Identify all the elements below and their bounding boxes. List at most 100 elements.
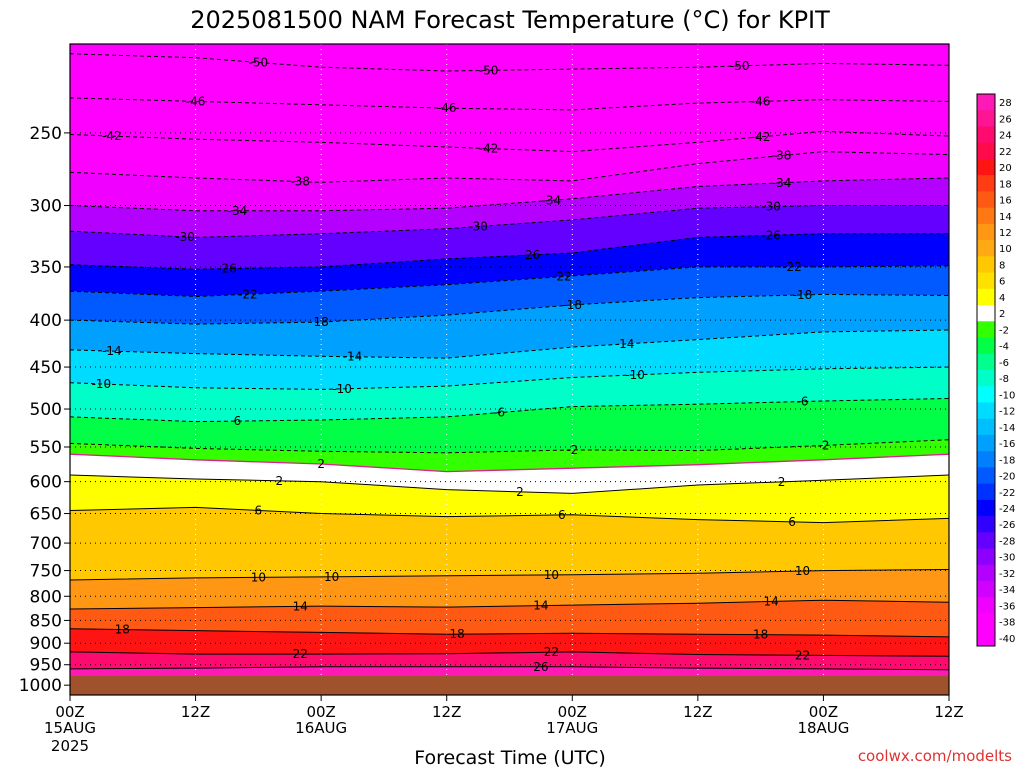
isotherm-label: 18 [450,627,465,641]
isotherm-label: -50 [730,59,750,73]
isotherm-label: 14 [763,594,778,608]
isotherm-label: -22 [782,260,802,274]
colorbar-label: 28 [999,98,1012,109]
colorbar-label: -18 [999,455,1015,466]
time-tick-label: 12Z [683,703,712,721]
isotherm-label: -18 [562,298,582,312]
isotherm-label: -34 [228,204,248,218]
colorbar-label: 22 [999,147,1012,158]
colorbar-label: 24 [999,131,1012,142]
pressure-tick-label: 600 [30,473,62,493]
colorbar-swatch [977,581,995,598]
date-tick-label: 16AUG [295,719,347,737]
isotherm-label: 10 [251,570,266,584]
colorbar-swatch [977,94,995,111]
colorbar-swatch [977,418,995,436]
colorbar-label: -4 [999,342,1009,353]
colorbar-swatch [977,305,995,322]
pressure-tick-label: 700 [30,534,62,554]
colorbar-swatch [977,321,995,338]
colorbar-label: 14 [999,212,1012,223]
isotherm-label: 2 [778,475,786,489]
colorbar-swatch [977,483,995,501]
date-tick-label: 15AUG [44,719,96,737]
isotherm-label: -50 [479,63,499,77]
isotherm-label: -30 [175,230,195,244]
colorbar-swatch [977,207,995,225]
time-tick-label: 12Z [934,703,963,721]
colorbar-label: -22 [999,488,1015,499]
pressure-tick-label: 1000 [19,676,62,696]
pressure-tick-label: 950 [30,656,62,676]
pressure-axis: 250 300 350 400 450 500 550 600 650 700 750 800 850 9… [19,124,70,696]
isotherm-label: 6 [234,414,242,428]
colorbar-label: 18 [999,179,1012,190]
colorbar-swatch [977,564,995,582]
isotherm-label: -46 [186,94,206,108]
isotherm-label: -22 [552,270,572,284]
isotherm-label: -42 [751,130,771,144]
colorbar-label: 26 [999,114,1012,125]
colorbar-label: -26 [999,520,1015,531]
colorbar-swatch [977,175,995,192]
colorbar-label: -20 [999,472,1015,483]
isotherm-label: -6 [493,406,505,420]
date-tick-label: 17AUG [546,719,598,737]
credit-text[interactable]: coolwx.com/modelts [858,747,1012,765]
isotherm-label: 22 [293,647,308,661]
colorbar-label: -32 [999,569,1015,580]
isotherm-label: 18 [753,628,768,642]
time-tick-label: 12Z [181,703,210,721]
colorbar-swatch [977,467,995,485]
pressure-tick-label: 900 [30,634,62,654]
isotherm-line [70,666,949,671]
isotherm-label: -38 [772,149,792,163]
time-tick-label: 00Z [809,703,838,721]
isotherm-label: -10 [332,382,352,396]
isotherm-label: 2 [317,457,325,471]
isotherm-label: -2 [566,443,578,457]
colorbar-label: 12 [999,228,1012,239]
time-tick-label: 00Z [55,703,84,721]
colorbar-label: -24 [999,504,1015,515]
colorbar-label: -12 [999,407,1015,418]
colorbar-swatch [977,370,995,387]
colorbar-swatch [977,110,995,127]
colorbar-label: -34 [999,585,1015,596]
colorbar-swatch [977,629,995,647]
colorbar-swatch [977,499,995,517]
pressure-tick-label: 550 [30,438,62,458]
colorbar-label: -2 [999,325,1009,336]
colorbar-swatch [977,451,995,468]
colorbar-swatch [977,532,995,549]
isotherm-label: -30 [468,220,488,234]
year-tick-label: 2025 [51,737,89,755]
grid-lines [70,44,949,695]
colorbar-label: -40 [999,634,1015,645]
ground-layer [70,675,949,695]
colorbar-swatch [977,516,995,533]
colorbar: 28 26 24 22 20 18 16 14 12 10 8 6 4 2 -2 -4 -6 -8 -10 -12 -1… [976,93,1015,647]
isotherm-label: -10 [92,377,112,391]
colorbar-label: 10 [999,244,1012,255]
isotherm-label: 14 [533,599,548,613]
isotherm-label: 14 [293,599,308,613]
colorbar-swatch [977,240,995,257]
isotherm-label: -26 [761,228,781,242]
isotherm-label: -46 [437,101,457,115]
isotherm-label: -42 [479,142,499,156]
colorbar-swatch [977,548,995,566]
isotherm-label: -14 [102,344,122,358]
isotherm-label: 18 [314,315,329,329]
isotherm-label: 6 [255,503,263,517]
isotherm-label: -34 [772,176,792,190]
colorbar-label: -38 [999,618,1015,629]
isotherm-label: -46 [751,94,771,108]
isotherm-label: -2 [817,439,829,453]
pressure-tick-label: 650 [30,505,62,525]
isotherm-label: -26 [521,248,541,262]
isotherm-line [70,569,949,581]
chart-title: 2025081500 NAM Forecast Temperature (°C)… [190,6,830,34]
